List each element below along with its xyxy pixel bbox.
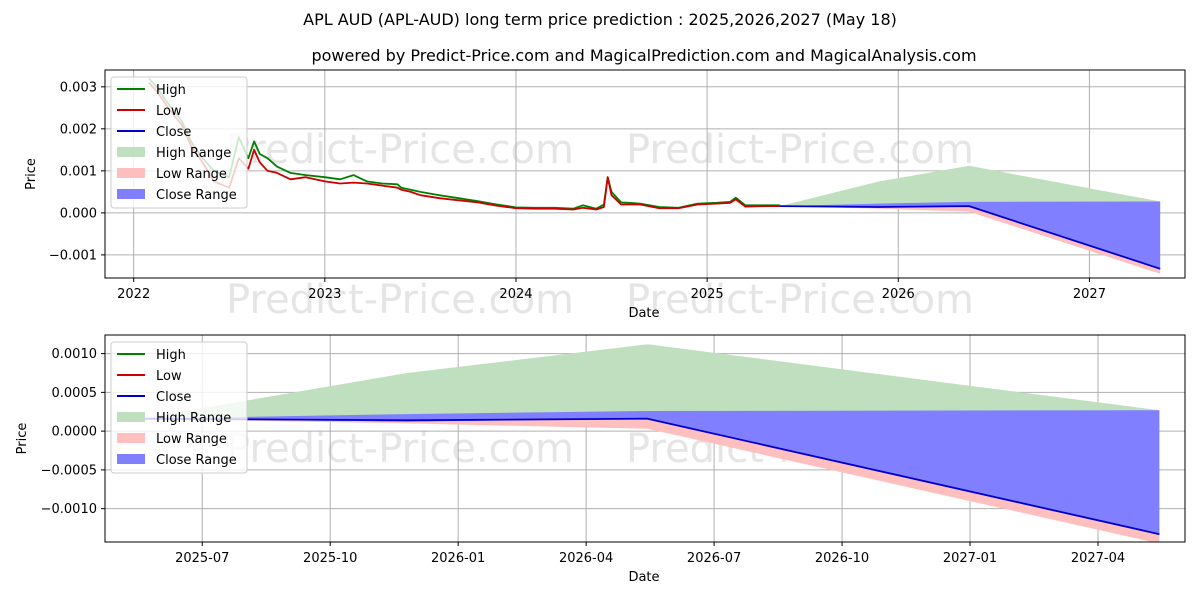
- watermark-text: Predict-Price.com: [226, 127, 574, 173]
- y-axis-label: Price: [24, 158, 39, 190]
- legend-label-close-range: Close Range: [156, 453, 237, 468]
- x-tick-label: 2025-07: [175, 551, 229, 566]
- legend-label-high: High: [156, 348, 186, 363]
- y-tick-label: −0.0005: [41, 463, 97, 478]
- watermark-text: Predict-Price.com: [626, 277, 974, 323]
- close-range-band: [779, 201, 1161, 269]
- panel-overview: Predict-Price.com Predict-Price.com Predic…: [24, 69, 1186, 323]
- plot-area: [148, 77, 1161, 274]
- x-axis-label: Date: [628, 570, 659, 585]
- y-tick-label: 0.002: [60, 122, 97, 137]
- y-axis-label: Price: [15, 423, 30, 455]
- plot-frame: [104, 69, 1186, 279]
- y-tick-label: 0.0005: [52, 386, 98, 401]
- legend: High Low Close High Range Low Range Close Ran…: [110, 341, 248, 474]
- chart-subtitle: powered by Predict-Price.com and Magical…: [311, 46, 976, 65]
- legend-label-high-range: High Range: [156, 146, 231, 161]
- legend-label-high-range: High Range: [156, 411, 231, 426]
- x-tick-label: 2026-07: [687, 551, 741, 566]
- legend-swatch-high-range: [117, 412, 145, 422]
- plot-area: [140, 344, 1160, 542]
- legend-label-low: Low: [156, 369, 182, 384]
- legend-swatch-high-range: [117, 147, 145, 157]
- x-tick-label: 2026-01: [431, 551, 485, 566]
- x-tick-label: 2026-10: [815, 551, 869, 566]
- x-tick-label: 2025: [691, 287, 724, 302]
- x-tick-label: 2022: [117, 287, 150, 302]
- y-tick-label: −0.001: [49, 248, 97, 263]
- close-series-line: [779, 205, 1161, 270]
- x-tick-label: 2023: [308, 287, 341, 302]
- legend-label-close: Close: [156, 125, 191, 140]
- close-range-band: [140, 410, 1160, 535]
- legend: High Low Close High Range Low Range Close Ran…: [110, 76, 248, 209]
- watermark-text: Predict-Price.com: [226, 277, 574, 323]
- legend-label-high: High: [156, 83, 186, 98]
- high-range-band: [140, 344, 1160, 422]
- legend-swatch-low-range: [117, 433, 145, 443]
- y-tick-label: 0.0000: [52, 425, 98, 440]
- x-tick-label: 2024: [499, 287, 532, 302]
- legend-label-low-range: Low Range: [156, 167, 227, 182]
- legend-label-low-range: Low Range: [156, 432, 227, 447]
- watermark-text: Predict-Price.com: [226, 426, 574, 472]
- y-tick-label: 0.001: [60, 164, 97, 179]
- high-range-band: [779, 165, 1161, 208]
- x-tick-label: 2027: [1073, 287, 1106, 302]
- y-tick-label: 0.000: [60, 206, 97, 221]
- legend-swatch-close-range: [117, 454, 145, 464]
- close-series-line: [140, 417, 1160, 536]
- legend-label-close-range: Close Range: [156, 188, 237, 203]
- plot-frame: [104, 334, 1186, 543]
- legend-swatch-low-range: [117, 168, 145, 178]
- y-tick-label: −0.0010: [41, 502, 97, 517]
- legend-label-low: Low: [156, 104, 182, 119]
- panel-forecast-detail: Predict-Price.comPredict-Price.com2025-0…: [15, 334, 1186, 585]
- legend-swatch-close-range: [117, 189, 145, 199]
- chart-title: APL AUD (APL-AUD) long term price predic…: [303, 10, 897, 29]
- x-tick-label: 2026-04: [559, 551, 613, 566]
- y-tick-label: 0.003: [60, 80, 97, 95]
- x-tick-label: 2026: [882, 287, 915, 302]
- x-tick-label: 2025-10: [303, 551, 357, 566]
- watermark-text: Predict-Price.com: [626, 127, 974, 173]
- x-axis-label: Date: [628, 306, 659, 321]
- y-tick-label: 0.0010: [52, 347, 98, 362]
- x-tick-label: 2027-04: [1071, 551, 1125, 566]
- x-tick-label: 2027-01: [943, 551, 997, 566]
- legend-label-close: Close: [156, 390, 191, 405]
